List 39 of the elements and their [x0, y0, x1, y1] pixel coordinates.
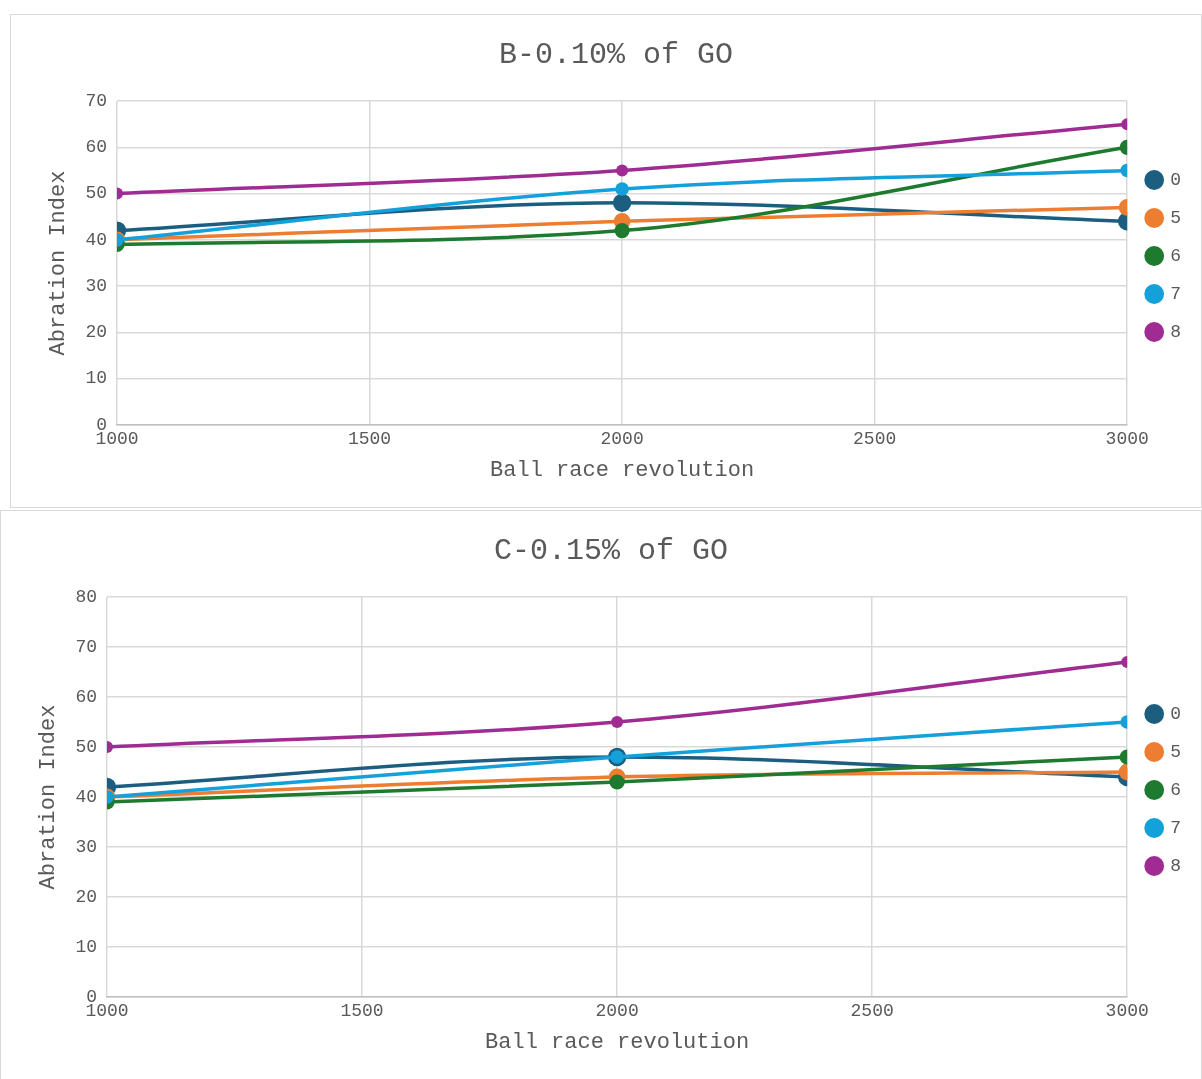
chart-title: C-0.15% of GO [493, 533, 729, 568]
legend-label: 8 [1170, 855, 1182, 876]
legend-label: 0 [1170, 169, 1182, 190]
legend-label: 8 [1170, 321, 1182, 342]
y-tick-label: 10 [85, 368, 107, 389]
y-tick-label: 10 [75, 936, 97, 957]
legend-label: 5 [1170, 741, 1182, 762]
x-tick-label: 2000 [595, 1000, 639, 1021]
x-tick-label: 3000 [1105, 428, 1149, 449]
legend-label: 0 [1170, 703, 1182, 724]
y-axis-title: Abration Index [46, 170, 72, 356]
x-tick-label: 2500 [850, 1000, 894, 1021]
y-tick-label: 50 [85, 183, 107, 204]
y-tick-label: 70 [85, 90, 107, 111]
y-tick-label: 40 [85, 229, 107, 250]
y-tick-label: 50 [75, 736, 97, 757]
x-axis-title: Ball race revolution [490, 457, 755, 483]
x-tick-label: 2000 [600, 428, 644, 449]
legend-label: 7 [1170, 283, 1182, 304]
x-tick-label: 2500 [853, 428, 897, 449]
legend-label: 5 [1170, 207, 1182, 228]
y-tick-label: 40 [75, 786, 97, 807]
y-tick-label: 20 [75, 886, 97, 907]
legend-label: 6 [1170, 779, 1182, 800]
x-tick-label: 3000 [1105, 1000, 1149, 1021]
y-tick-label: 60 [75, 686, 97, 707]
chart-title: B-0.10% of GO [498, 37, 734, 72]
y-tick-label: 20 [85, 322, 107, 343]
legend-label: 6 [1170, 245, 1182, 266]
x-tick-label: 1500 [340, 1000, 384, 1021]
x-tick-label: 1500 [347, 428, 392, 449]
y-tick-label: 60 [85, 137, 107, 158]
y-tick-label: 80 [75, 586, 97, 607]
y-tick-label: 30 [75, 836, 97, 857]
legend-label: 7 [1170, 817, 1182, 838]
x-axis-title: Ball race revolution [485, 1029, 750, 1055]
y-tick-label: 30 [85, 275, 107, 296]
y-axis-title: Abration Index [36, 704, 62, 890]
y-tick-label: 70 [75, 636, 97, 657]
